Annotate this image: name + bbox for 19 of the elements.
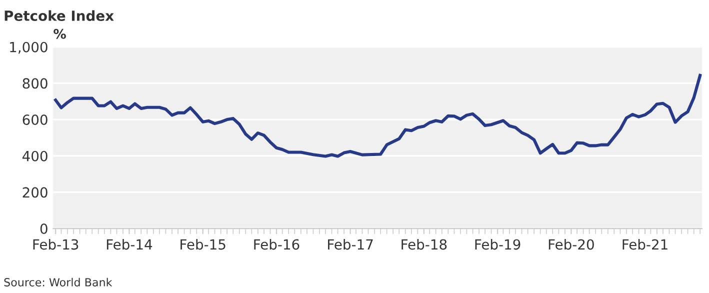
y-tick-label: 800 (22, 78, 48, 89)
y-axis-title: % (54, 28, 66, 39)
x-tick-label: Feb-18 (402, 238, 447, 250)
x-tick-label: Feb-13 (33, 238, 78, 250)
y-tick-label: 200 (22, 187, 48, 198)
x-tick-label: Feb-17 (328, 238, 373, 250)
y-tick-label: 0 (40, 224, 48, 234)
y-tick-label: 400 (22, 150, 48, 162)
source-note: Source: World Bank (4, 278, 112, 286)
chart-title: Petcoke Index (4, 10, 114, 22)
x-tick-label: Feb-19 (475, 238, 520, 250)
line-series (54, 74, 702, 158)
x-tick-label: Feb-21 (622, 238, 668, 250)
x-tick-label: Feb-16 (254, 238, 300, 250)
x-tick-label: Feb-15 (180, 238, 226, 250)
y-tick-label: 600 (22, 114, 48, 126)
y-tick-label: 1,000 (10, 42, 48, 54)
x-tick-label: Feb-20 (548, 238, 594, 250)
x-tick-label: Feb-14 (106, 238, 152, 250)
